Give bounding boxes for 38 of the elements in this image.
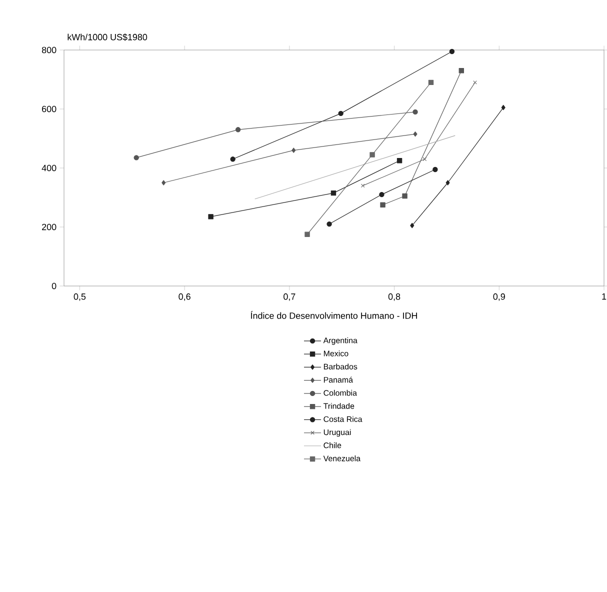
x-tick-label: 1 <box>602 293 606 300</box>
x-tick-label: 0,5 <box>74 293 86 301</box>
point <box>330 190 336 196</box>
point <box>428 80 434 86</box>
point <box>208 214 214 220</box>
y-tick-label: 400 <box>42 164 56 172</box>
y-tick-label: 0 <box>52 282 56 290</box>
point <box>370 152 375 158</box>
point <box>412 109 418 115</box>
x-tick-label: 0,6 <box>178 293 190 301</box>
y-tick-label: 200 <box>42 224 56 230</box>
y-tick-label: 800 <box>42 46 56 54</box>
point <box>402 193 408 199</box>
point <box>413 131 418 137</box>
point <box>379 192 384 198</box>
point <box>304 232 310 237</box>
point <box>422 157 427 162</box>
point <box>380 202 386 208</box>
point <box>501 104 506 110</box>
point <box>134 155 139 160</box>
point <box>410 222 414 228</box>
y-tick-label: 600 <box>42 106 56 112</box>
x-tick-label: 0,9 <box>493 293 505 301</box>
point <box>338 110 344 116</box>
point <box>432 166 438 172</box>
point <box>292 148 296 153</box>
y-axis-title: kWh/1000 US$1980 <box>68 34 148 41</box>
point <box>230 156 236 162</box>
point <box>458 68 464 74</box>
x-axis-title: Índice do Desenvolvimento Humano - IDH <box>250 311 417 319</box>
point <box>162 180 166 186</box>
point <box>446 180 450 186</box>
point <box>449 48 455 54</box>
x-tick-label: 0,7 <box>284 293 296 301</box>
point <box>235 127 241 132</box>
x-tick-label: 0,8 <box>388 293 400 301</box>
point <box>326 221 332 227</box>
point <box>396 158 402 164</box>
